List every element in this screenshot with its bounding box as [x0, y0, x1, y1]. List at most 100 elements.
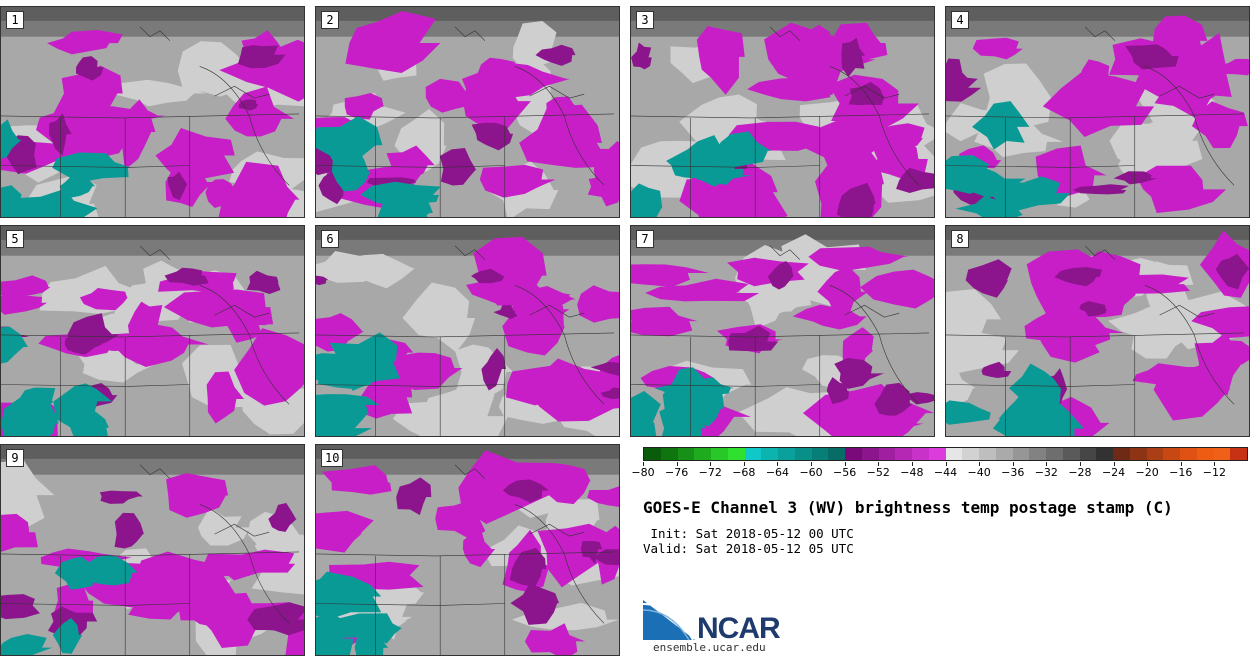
colorbar-tick-label: −60 [799, 466, 823, 479]
colorbar-tick-label: −32 [1034, 466, 1058, 479]
water-vapor-map [631, 7, 934, 217]
colorbar-tick-label: −72 [698, 466, 722, 479]
colorbar-tick-label: −20 [1135, 466, 1159, 479]
panel-number-label: 5 [6, 230, 24, 248]
water-vapor-map [1, 7, 304, 217]
colorbar-tick [878, 462, 880, 466]
colorbar-swatch [794, 448, 812, 460]
colorbar-swatch [828, 448, 845, 460]
water-vapor-map [316, 7, 619, 217]
colorbar-tick-label: −12 [1202, 466, 1226, 479]
map-panel-7: 7 [630, 225, 935, 437]
map-panel-4: 4 [945, 6, 1250, 218]
colorbar-tick [1046, 462, 1048, 466]
colorbar-swatch [861, 448, 879, 460]
colorbar-swatch [644, 448, 661, 460]
colorbar-swatch [694, 448, 711, 460]
colorbar-tick-label: −52 [866, 466, 890, 479]
colorbar-tick [811, 462, 813, 466]
map-panel-8: 8 [945, 225, 1250, 437]
colorbar-tick-label: −64 [765, 466, 790, 479]
ncar-logo-icon [643, 600, 695, 641]
colorbar-tick [844, 462, 846, 466]
colorbar-tick-label: −68 [732, 466, 756, 479]
colorbar-tick-label: −56 [833, 466, 857, 479]
colorbar-swatch [811, 448, 829, 460]
map-panel-1: 1 [0, 6, 305, 218]
panel-number-label: 3 [636, 11, 654, 29]
colorbar-swatch [778, 448, 795, 460]
map-panel-2: 2 [315, 6, 620, 218]
colorbar-tick-label: −80 [631, 466, 655, 479]
colorbar-tick-label: −24 [1101, 466, 1126, 479]
water-vapor-map [946, 7, 1249, 217]
figure-title: GOES-E Channel 3 (WV) brightness temp po… [643, 498, 1173, 517]
colorbar-swatch [1196, 448, 1214, 460]
panel-number-label: 2 [321, 11, 339, 29]
colorbar-swatch [1163, 448, 1180, 460]
init-time: Init: Sat 2018-05-12 00 UTC [643, 526, 854, 541]
colorbar-swatch [727, 448, 745, 460]
colorbar-swatch [744, 448, 762, 460]
colorbar-swatch [1113, 448, 1130, 460]
site-url: ensemble.ucar.edu [653, 641, 766, 654]
panel-number-label: 8 [951, 230, 969, 248]
colorbar-tick-label: −36 [1001, 466, 1025, 479]
colorbar-tick [1113, 462, 1115, 466]
panel-number-label: 9 [6, 449, 24, 467]
colorbar-swatch [995, 448, 1013, 460]
colorbar-ticks: −80 −76 −72 −68 −64 −60 −56 −52 −48 −44 −40 −36 −32−… [631, 462, 1248, 482]
colorbar-swatch [979, 448, 996, 460]
colorbar-swatch [845, 448, 862, 460]
colorbar-swatch [1029, 448, 1046, 460]
colorbar-tick [945, 462, 947, 466]
colorbar-swatch [761, 448, 778, 460]
map-panel-5: 5 [0, 225, 305, 437]
colorbar-tick [911, 462, 913, 466]
logo-text: NCAR [697, 612, 781, 645]
colorbar-swatch [1146, 448, 1164, 460]
water-vapor-map [946, 226, 1249, 436]
colorbar-swatch [912, 448, 929, 460]
colorbar-tick-label: −28 [1068, 466, 1092, 479]
water-vapor-map [631, 226, 934, 436]
colorbar-swatch [895, 448, 912, 460]
colorbar-tick [1180, 462, 1182, 466]
colorbar-tick-label: −76 [665, 466, 689, 479]
colorbar-tick-label: −40 [967, 466, 991, 479]
colorbar-swatch [1062, 448, 1080, 460]
map-panel-10: 10 [315, 444, 620, 656]
colorbar-swatch [878, 448, 896, 460]
colorbar-tick [777, 462, 779, 466]
colorbar-tick [1214, 462, 1216, 466]
colorbar-tick [743, 462, 745, 466]
colorbar-swatch [928, 448, 946, 460]
colorbar-tick [710, 462, 712, 466]
map-panel-9: 9 [0, 444, 305, 656]
colorbar-tick [1147, 462, 1149, 466]
colorbar-tick [979, 462, 981, 466]
colorbar-swatch [1046, 448, 1063, 460]
colorbar-tick [1012, 462, 1014, 466]
colorbar-tick-label: −48 [900, 466, 924, 479]
panel-number-label: 10 [321, 449, 344, 467]
water-vapor-map [1, 445, 304, 655]
colorbar-tick-label: −16 [1169, 466, 1193, 479]
colorbar-swatch [1079, 448, 1097, 460]
colorbar-tick [676, 462, 678, 466]
colorbar-swatch [1012, 448, 1030, 460]
water-vapor-map [316, 445, 619, 655]
colorbar-swatch [660, 448, 678, 460]
colorbar-swatch [1230, 448, 1247, 460]
panel-number-label: 6 [321, 230, 339, 248]
colorbar-tick-label: −44 [933, 466, 958, 479]
colorbar-swatch [1180, 448, 1197, 460]
colorbar-swatch [1213, 448, 1231, 460]
colorbar-swatch [711, 448, 728, 460]
colorbar-swatch [1096, 448, 1113, 460]
colorbar-tick [1079, 462, 1081, 466]
panel-number-label: 1 [6, 11, 24, 29]
map-panel-6: 6 [315, 225, 620, 437]
panel-number-label: 7 [636, 230, 654, 248]
water-vapor-map [316, 226, 619, 436]
